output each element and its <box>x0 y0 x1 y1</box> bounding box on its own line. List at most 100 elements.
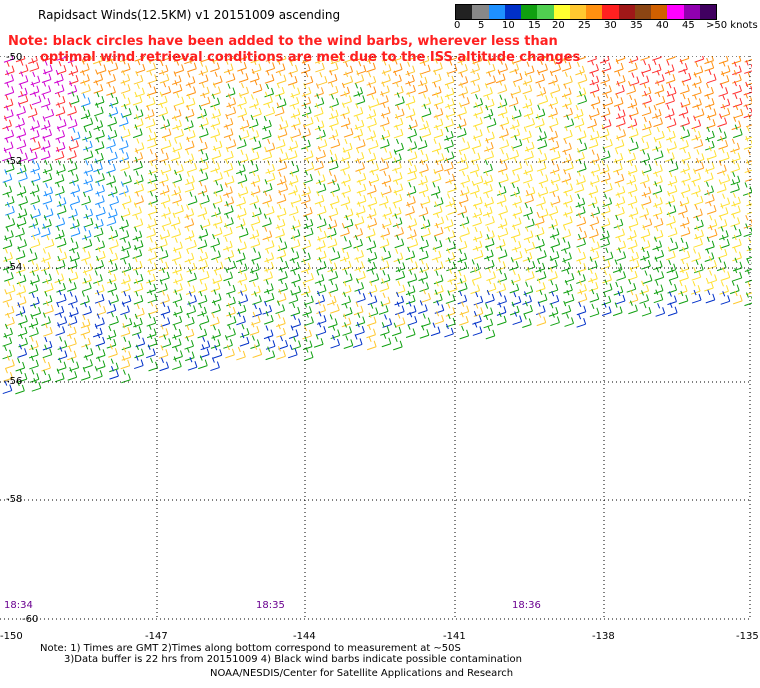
wind-barb <box>378 192 389 206</box>
wind-barb <box>692 82 702 97</box>
wind-barb <box>408 115 418 130</box>
wind-barb <box>314 83 324 97</box>
wind-barb <box>93 56 103 65</box>
wind-barb <box>198 61 209 76</box>
wind-barb <box>185 347 195 362</box>
wind-barb <box>67 367 78 381</box>
wind-barb <box>27 104 38 118</box>
wind-barb <box>18 148 28 163</box>
wind-barb <box>742 182 752 196</box>
wind-barb <box>343 214 354 229</box>
wind-barb <box>694 215 704 230</box>
wind-barb <box>667 279 678 294</box>
wind-barb <box>421 223 431 238</box>
wind-barb <box>197 302 207 317</box>
wind-barb <box>512 56 522 64</box>
wind-barb <box>238 69 249 83</box>
wind-barb <box>382 181 392 196</box>
wind-barb <box>524 137 535 152</box>
wind-barb <box>109 358 119 373</box>
wind-barb <box>264 83 275 98</box>
wind-barb <box>497 245 508 260</box>
lon-label-135: -135 <box>736 631 759 642</box>
wind-barb <box>564 157 574 172</box>
wind-barb <box>28 344 39 359</box>
wind-barb <box>238 182 249 197</box>
wind-barb <box>743 136 752 150</box>
wind-barb <box>366 58 376 73</box>
wind-barb <box>40 93 51 108</box>
wind-barb <box>120 70 131 84</box>
wind-barb <box>16 281 27 296</box>
wind-barb <box>720 267 731 281</box>
wind-barb <box>287 146 298 160</box>
wind-barb <box>641 192 652 206</box>
wind-barb <box>264 202 275 216</box>
wind-barb <box>653 289 664 304</box>
wind-barb <box>133 148 144 162</box>
wind-barb <box>41 223 51 238</box>
wind-barb <box>483 170 494 185</box>
wind-barb <box>733 124 743 139</box>
wind-barb <box>288 290 299 304</box>
wind-barb <box>537 246 547 260</box>
wind-barb <box>627 191 638 206</box>
wind-barb <box>666 83 677 97</box>
wind-barb <box>484 146 495 161</box>
wind-barb <box>352 56 363 62</box>
wind-barb <box>590 103 600 118</box>
wind-barb <box>210 113 221 128</box>
wind-barb <box>690 280 701 295</box>
wind-barb <box>118 136 129 150</box>
wind-barb <box>171 71 182 85</box>
wind-barb <box>407 147 418 162</box>
wind-barb <box>665 190 676 205</box>
wind-barb <box>147 201 158 216</box>
wind-barb <box>277 157 288 172</box>
wind-barb <box>744 60 752 74</box>
wind-barb <box>562 138 572 153</box>
wind-barb <box>54 146 65 161</box>
wind-barb <box>55 182 65 196</box>
wind-barb <box>70 215 80 229</box>
footer-note-1: Note: 1) Times are GMT 2)Times along bot… <box>40 643 461 654</box>
wind-barb <box>252 303 262 318</box>
wind-barb <box>510 170 521 184</box>
wind-barb <box>28 280 39 294</box>
wind-barb <box>172 356 182 371</box>
wind-barb <box>4 61 15 76</box>
wind-barb <box>106 325 117 340</box>
wind-barb <box>562 93 572 108</box>
wind-barb <box>212 136 223 151</box>
wind-barb <box>512 157 523 172</box>
wind-barb <box>236 311 246 326</box>
wind-barb <box>485 289 495 304</box>
wind-barb <box>41 369 52 384</box>
wind-barb <box>512 191 522 206</box>
wind-barb <box>210 278 221 293</box>
colorbar-label-0: 0 <box>454 20 461 31</box>
wind-barb <box>250 56 261 64</box>
wind-barb <box>692 72 702 86</box>
wind-barb <box>421 103 432 118</box>
wind-barb <box>678 59 688 73</box>
wind-barb <box>484 255 495 270</box>
wind-barb <box>2 235 13 250</box>
wind-barb <box>340 113 351 128</box>
wind-barb <box>54 80 65 95</box>
wind-barb <box>356 168 367 183</box>
wind-barb <box>330 325 341 340</box>
lat-label-58: -58 <box>6 494 23 505</box>
wind-barb <box>262 146 273 161</box>
wind-barb <box>394 291 405 306</box>
map-title: Rapidsact Winds(12.5KM) v1 20151009 asce… <box>38 8 341 22</box>
wind-barb <box>704 56 714 65</box>
wind-barb <box>470 259 480 273</box>
wind-barb <box>226 93 237 108</box>
wind-barb <box>379 234 390 249</box>
wind-barb <box>109 365 119 380</box>
wind-barb <box>353 224 364 238</box>
wind-barb <box>132 202 142 217</box>
wind-barb <box>135 83 145 98</box>
wind-barb <box>654 267 665 281</box>
